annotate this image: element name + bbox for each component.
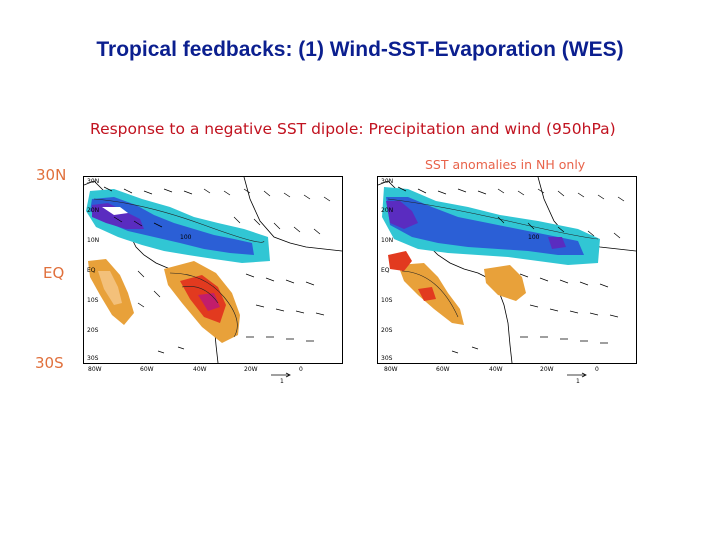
wind-vectors xyxy=(103,186,331,354)
lon-tick: 40W xyxy=(489,366,503,373)
lat-tick: EQ xyxy=(87,267,96,274)
lat-tick: EQ xyxy=(381,267,390,274)
lon-tick: 0 xyxy=(595,366,599,373)
lat-tick: 30N xyxy=(381,178,394,185)
lat-tick: 20S xyxy=(87,327,99,334)
slide-subtitle: Response to a negative SST dipole: Preci… xyxy=(90,120,616,138)
lon-tick: 60W xyxy=(140,366,154,373)
precip-wind-map-right: 30N 20N 10N EQ 10S 20S 30S 100 xyxy=(377,176,637,364)
vector-scale-arrow xyxy=(567,372,587,378)
lat-tick: 10N xyxy=(381,237,394,244)
map-right-graphic xyxy=(378,177,636,363)
lon-tick: 60W xyxy=(436,366,450,373)
lat-tick: 10N xyxy=(87,237,100,244)
lon-tick: 80W xyxy=(88,366,102,373)
precip-wind-map-left: 30N 20N 10N EQ 10S 20S 30S 100 xyxy=(83,176,343,364)
lat-tick: 10S xyxy=(87,297,99,304)
contour-label: 100 xyxy=(180,234,192,241)
latitude-label-30n: 30N xyxy=(36,166,67,184)
lat-tick: 10S xyxy=(381,297,393,304)
lat-tick: 30S xyxy=(381,355,393,362)
lon-tick: 0 xyxy=(299,366,303,373)
lat-tick: 20N xyxy=(381,207,394,214)
lat-tick: 30S xyxy=(87,355,99,362)
vector-scale-label: 1 xyxy=(280,378,284,385)
lat-tick: 20S xyxy=(381,327,393,334)
lon-tick: 80W xyxy=(384,366,398,373)
lon-tick: 20W xyxy=(540,366,554,373)
right-panel-note: SST anomalies in NH only xyxy=(425,157,586,172)
lat-tick: 20N xyxy=(87,207,100,214)
lon-tick: 40W xyxy=(193,366,207,373)
lon-tick: 20W xyxy=(244,366,258,373)
map-left-graphic xyxy=(84,177,342,363)
wind-vectors xyxy=(397,186,625,354)
contour-label: 100 xyxy=(528,234,540,241)
slide-title: Tropical feedbacks: (1) Wind-SST-Evapora… xyxy=(96,38,624,61)
latitude-label-30s: 30S xyxy=(35,354,64,372)
vector-scale-arrow xyxy=(271,372,291,378)
vector-scale-label: 1 xyxy=(576,378,580,385)
latitude-label-eq: EQ xyxy=(43,264,65,282)
lat-tick: 30N xyxy=(87,178,100,185)
